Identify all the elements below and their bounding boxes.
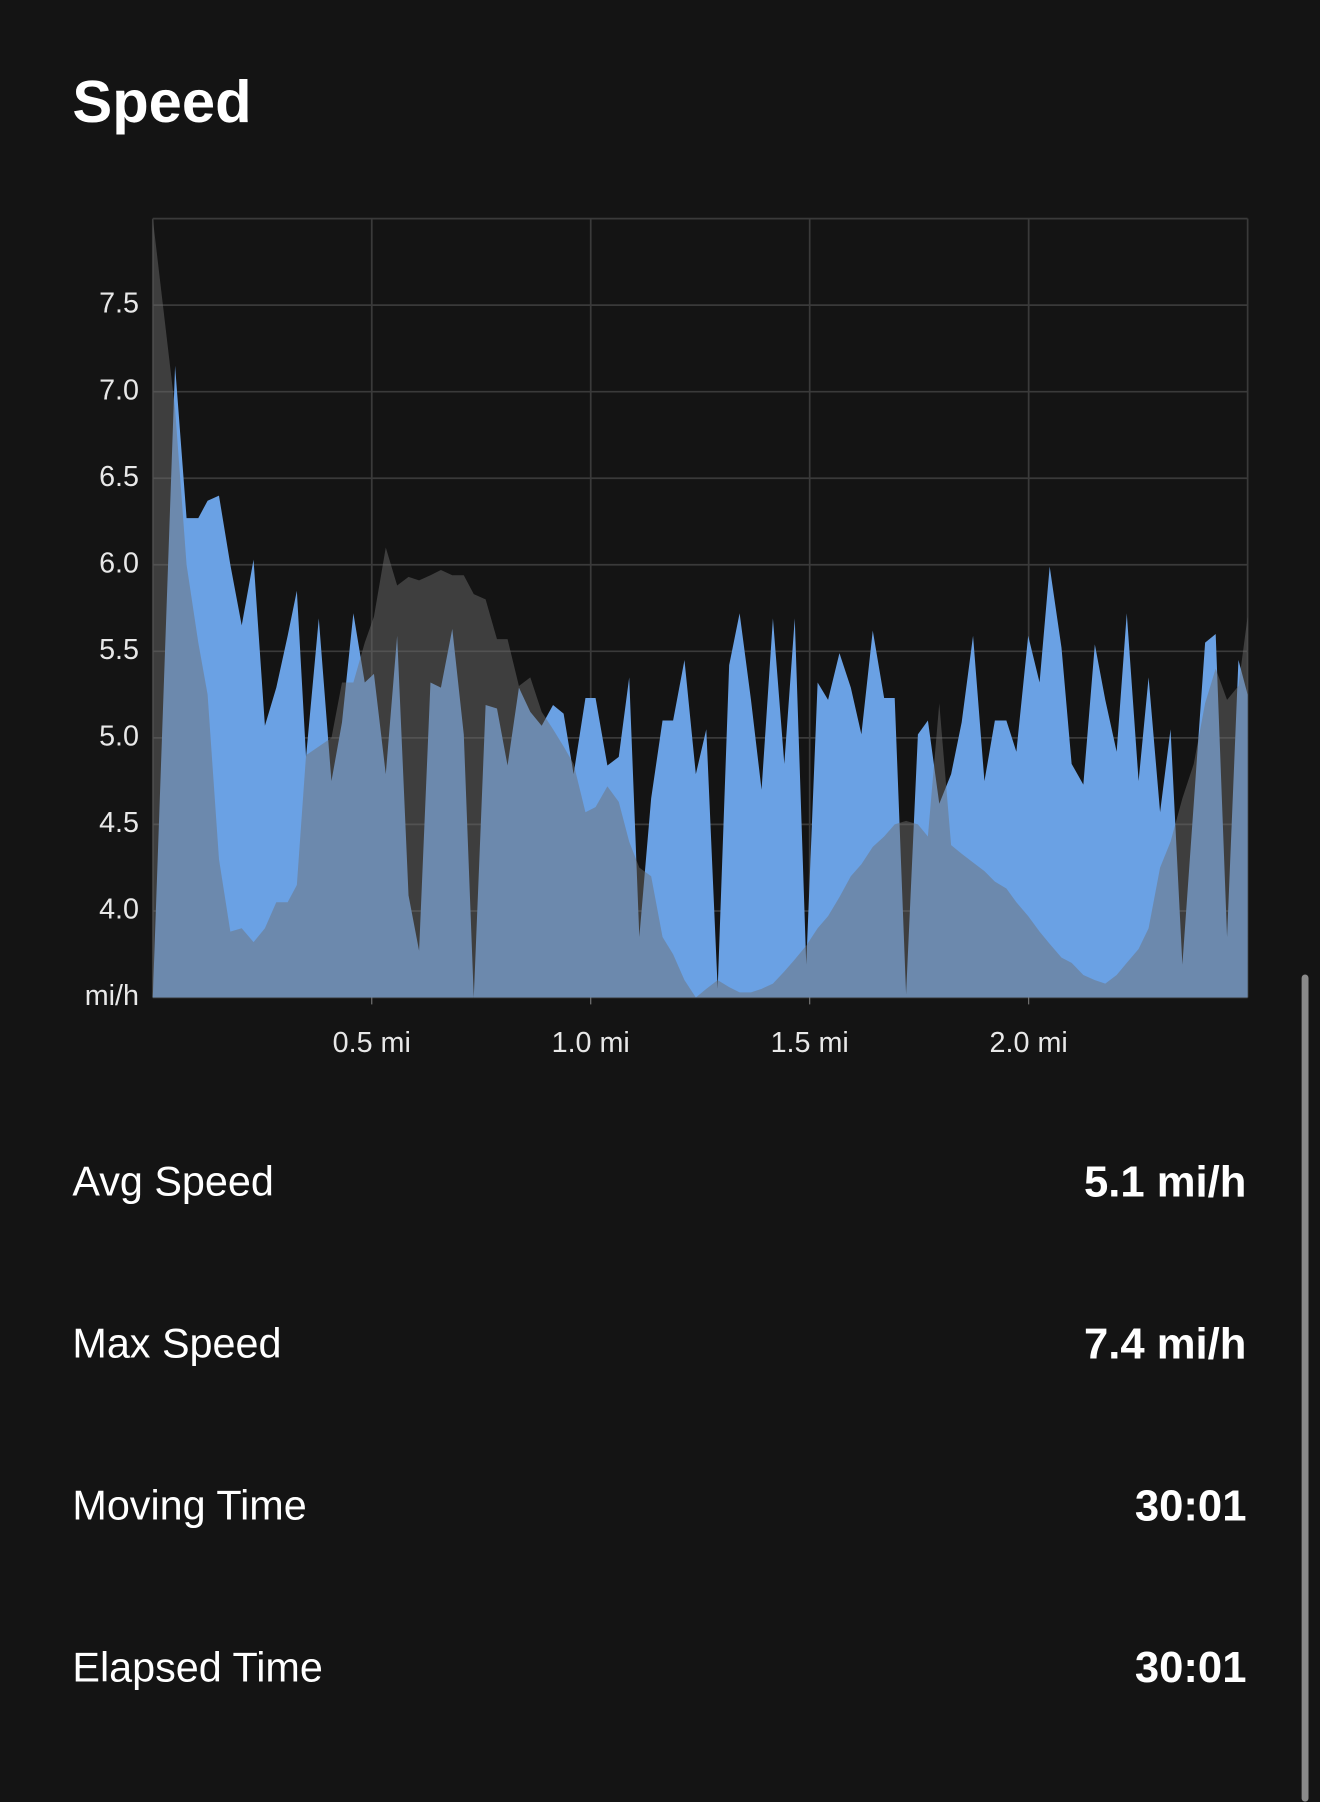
y-tick-label: 7.0 xyxy=(99,374,139,406)
speed-area xyxy=(152,365,1248,998)
plot: 4.0 4.5 5.0 5.5 6.0 6.5 7.0 7.5 mi/h 0.5 mi 1.0 mi… xyxy=(85,217,1249,1059)
stat-label: Moving Time xyxy=(72,1483,306,1529)
y-tick-label: 5.0 xyxy=(99,720,139,752)
stat-label: Elapsed Time xyxy=(72,1645,323,1691)
x-tick-label: 0.5 mi xyxy=(333,1027,411,1059)
y-tick-label: 6.5 xyxy=(99,461,139,493)
stat-value: 5.1 mi/h xyxy=(1084,1157,1247,1206)
y-tick-label: 4.5 xyxy=(99,807,139,839)
x-tick-label: 1.5 mi xyxy=(771,1027,849,1059)
y-tick-label: 7.5 xyxy=(99,288,139,320)
stat-value: 7.4 mi/h xyxy=(1084,1319,1247,1368)
y-tick-label: 5.5 xyxy=(99,634,139,666)
title: Speed xyxy=(72,68,251,135)
y-tick-label: 4.0 xyxy=(99,894,139,926)
stat-value: 30:01 xyxy=(1135,1481,1247,1530)
speed-area xyxy=(152,218,1248,998)
x-tick-label: 1.0 mi xyxy=(552,1027,630,1059)
stat-label: Max Speed xyxy=(72,1321,281,1367)
stat-label: Avg Speed xyxy=(72,1159,274,1205)
y-axis-label: mi/h xyxy=(85,980,139,1012)
scrollbar[interactable] xyxy=(1301,974,1309,1802)
x-tick-label: 2.0 mi xyxy=(990,1027,1068,1059)
stat-value: 30:01 xyxy=(1135,1643,1247,1692)
stats: Avg Speed 5.1 mi/h Max Speed 7.4 mi/h Moving… xyxy=(72,1157,1246,1692)
y-tick-label: 6.0 xyxy=(99,547,139,579)
